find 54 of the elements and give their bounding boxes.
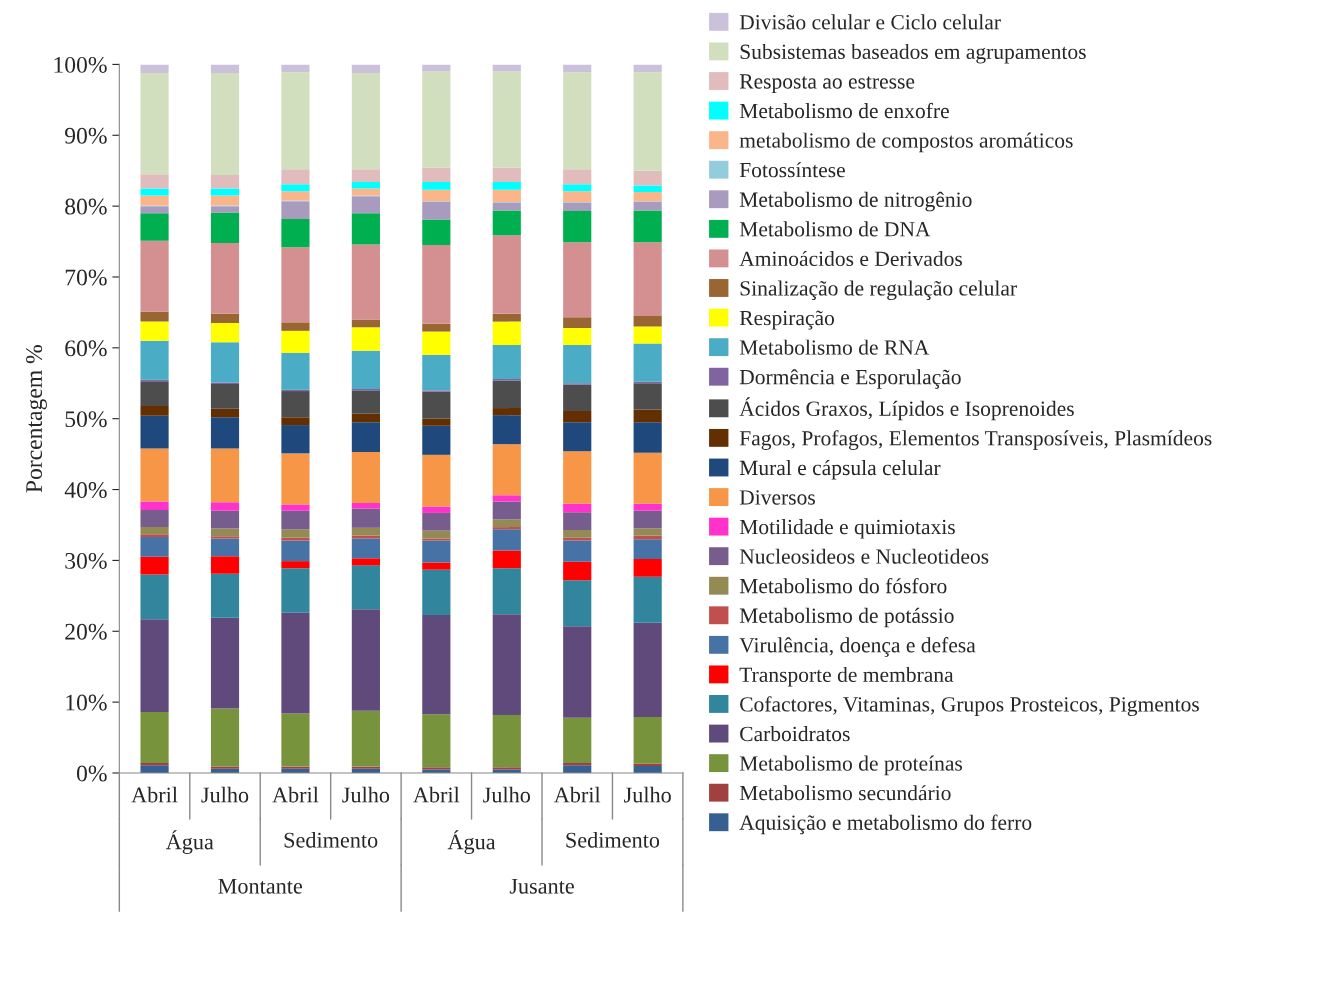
legend-label: Nucleosideos e Nucleotideos — [739, 548, 989, 564]
legend-label: Fotossíntese — [739, 162, 845, 178]
x-tick-label: Julho — [483, 786, 531, 803]
legend-label: Cofactores, Vitaminas, Grupos Prosteicos, Pigmentos — [740, 696, 1199, 717]
y-tick-label: 100% — [54, 56, 107, 73]
text: Sedimento — [284, 831, 378, 848]
legend-label: Metabolismo de nitrogênio — [739, 191, 972, 212]
text: Água — [447, 830, 496, 854]
y-tick-label: 80% — [65, 198, 107, 215]
legend-label: Carboidratos — [740, 726, 850, 742]
text: Jusante — [509, 878, 574, 894]
legend-label: Metabolismo de proteínas — [739, 755, 963, 776]
y-tick-label: 50% — [65, 411, 107, 428]
legend-label: Metabolismo de enxofre — [739, 102, 949, 119]
legend-label: Virulência, doença e defesa — [739, 637, 976, 657]
x-tick-label: Julho — [201, 786, 249, 803]
y-tick-label: 10% — [66, 694, 107, 711]
legend-label: Transporte de membrana — [739, 666, 954, 687]
x-tick-label: Abril — [553, 786, 601, 803]
legend-label: Mural e cápsula celular — [739, 459, 941, 480]
x-tick-label: Abril — [413, 786, 460, 803]
legend-label: Motilidade e quimiotaxis — [739, 519, 955, 539]
y-tick-label: 90% — [65, 127, 107, 144]
legend-label: Metabolismo do fósforo — [739, 578, 947, 594]
legend-label: Aminoácidos e Derivados — [739, 250, 963, 267]
x-tick-label: Abril — [131, 786, 178, 803]
legend-label: metabolismo de compostos aromáticos — [739, 132, 1073, 153]
x-tick-label: Julho — [624, 786, 671, 803]
text: Sedimento — [566, 831, 660, 848]
legend-label: Resposta ao estresse — [739, 74, 915, 94]
legend-label: Metabolismo secundário — [739, 785, 951, 801]
legend-label: Fagos, Profagos, Elementos Transposíveis, Plasmídeos — [739, 430, 1212, 450]
legend-label: Subsistemas baseados em agrupamentos — [740, 43, 1086, 64]
x-tick-label: Abril — [272, 786, 319, 803]
legend-label: Divisão celular e Ciclo celular — [739, 14, 1001, 30]
y-axis-title: Porcentagem % — [26, 345, 47, 493]
legend-label: Dormência e Esporulação — [739, 369, 961, 389]
y-tick-label: 30% — [65, 552, 107, 569]
y-tick-label: 40% — [64, 482, 107, 499]
text: Água — [165, 830, 214, 854]
legend-label: Diversos — [739, 490, 815, 505]
legend-label: Aquisição e metabolismo do ferro — [739, 814, 1032, 835]
y-tick-label: 70% — [65, 269, 107, 286]
legend-label: Ácidos Graxos, Lípidos e Isoprenoides — [739, 397, 1074, 421]
y-tick-label: 0% — [76, 765, 107, 782]
legend-label: Metabolismo de DNA — [739, 221, 931, 237]
y-tick-label: 60% — [65, 340, 107, 357]
y-tick-label: 20% — [65, 623, 107, 640]
legend-label: Metabolismo de RNA — [739, 339, 930, 355]
legend-label: Metabolismo de potássio — [739, 607, 954, 628]
text: Montante — [218, 878, 303, 894]
legend-label: Respiração — [739, 310, 835, 330]
legend-label: Sinalização de regulação celular — [740, 280, 1017, 301]
x-tick-label: Julho — [342, 786, 390, 803]
